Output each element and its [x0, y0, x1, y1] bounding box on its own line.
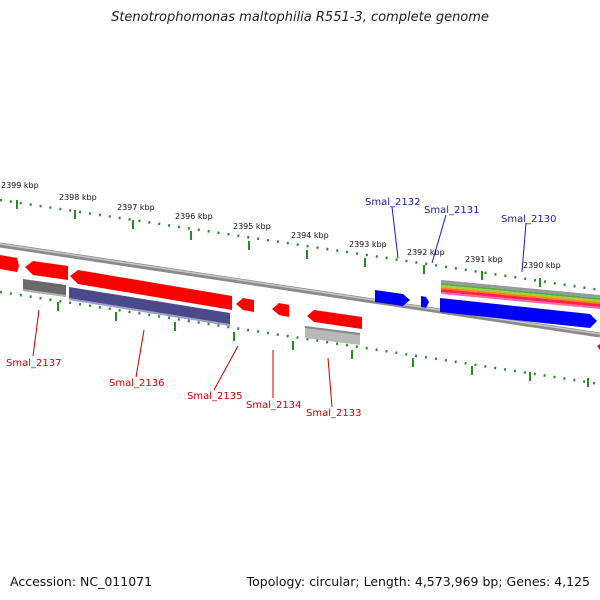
gene-feature — [236, 298, 254, 312]
map-title: Stenotrophomonas maltophilia R551-3, com… — [111, 10, 489, 25]
gene-feature — [25, 261, 68, 280]
gene-label-smal-2131: Smal_2131 — [424, 205, 479, 216]
gene-label-smal-2136: Smal_2136 — [109, 378, 164, 389]
scale-label: 2396 kbp — [175, 212, 213, 221]
scale-label: 2398 kbp — [59, 193, 97, 202]
scale-label: 2393 kbp — [349, 240, 387, 249]
gene-label-smal-2137: Smal_2137 — [6, 358, 61, 369]
gene-track-upper — [0, 255, 362, 329]
scale-label: 2395 kbp — [233, 222, 271, 231]
gene-feature — [69, 287, 230, 326]
gene-band — [441, 287, 600, 304]
gene-feature — [272, 303, 289, 317]
scale-label: 2394 kbp — [291, 231, 329, 240]
gene-feature — [307, 310, 362, 329]
scale-label: 2390 kbp — [523, 261, 561, 270]
gene-label-smal-2132: Smal_2132 — [365, 197, 420, 208]
gene-band — [441, 280, 600, 298]
scale-label: 2399 kbp — [1, 181, 39, 190]
scale-label: 2397 kbp — [117, 203, 155, 212]
gene-band — [441, 283, 600, 300]
scale-label: 2392 kbp — [407, 248, 445, 257]
gene-track-right — [375, 280, 600, 350]
gene-label-smal-2135: Smal_2135 — [187, 391, 242, 402]
gene-band — [441, 292, 600, 309]
gene-labels-bottom: Smal_2137 Smal_2136 Smal_2135 Smal_2134 … — [6, 309, 361, 419]
scale-ticks-top — [0, 198, 600, 292]
gene-band — [441, 289, 600, 307]
gene-feature — [0, 255, 19, 272]
gene-feature — [375, 290, 410, 306]
scale-labels: 2399 kbp 2398 kbp 2397 kbp 2396 kbp 2395… — [1, 181, 561, 270]
gene-label-smal-2130: Smal_2130 — [501, 214, 556, 225]
gene-feature — [70, 270, 232, 310]
gene-labels-top: Smal_2132 Smal_2131 Smal_2130 — [365, 197, 556, 273]
gene-band — [441, 285, 600, 302]
gene-feature — [597, 344, 600, 350]
scale-ticks-bottom — [0, 290, 600, 387]
topology-text: Topology: circular; Length: 4,573,969 bp… — [246, 574, 590, 589]
gene-feature — [421, 296, 429, 308]
scale-label: 2391 kbp — [465, 255, 503, 264]
gene-label-smal-2133: Smal_2133 — [306, 408, 361, 419]
gene-feature — [440, 298, 597, 328]
genome-backbone — [0, 242, 600, 338]
gene-label-smal-2134: Smal_2134 — [246, 400, 301, 411]
accession-text: Accession: NC_011071 — [10, 574, 153, 589]
gene-track-lower — [23, 279, 360, 345]
gene-feature — [305, 326, 360, 345]
